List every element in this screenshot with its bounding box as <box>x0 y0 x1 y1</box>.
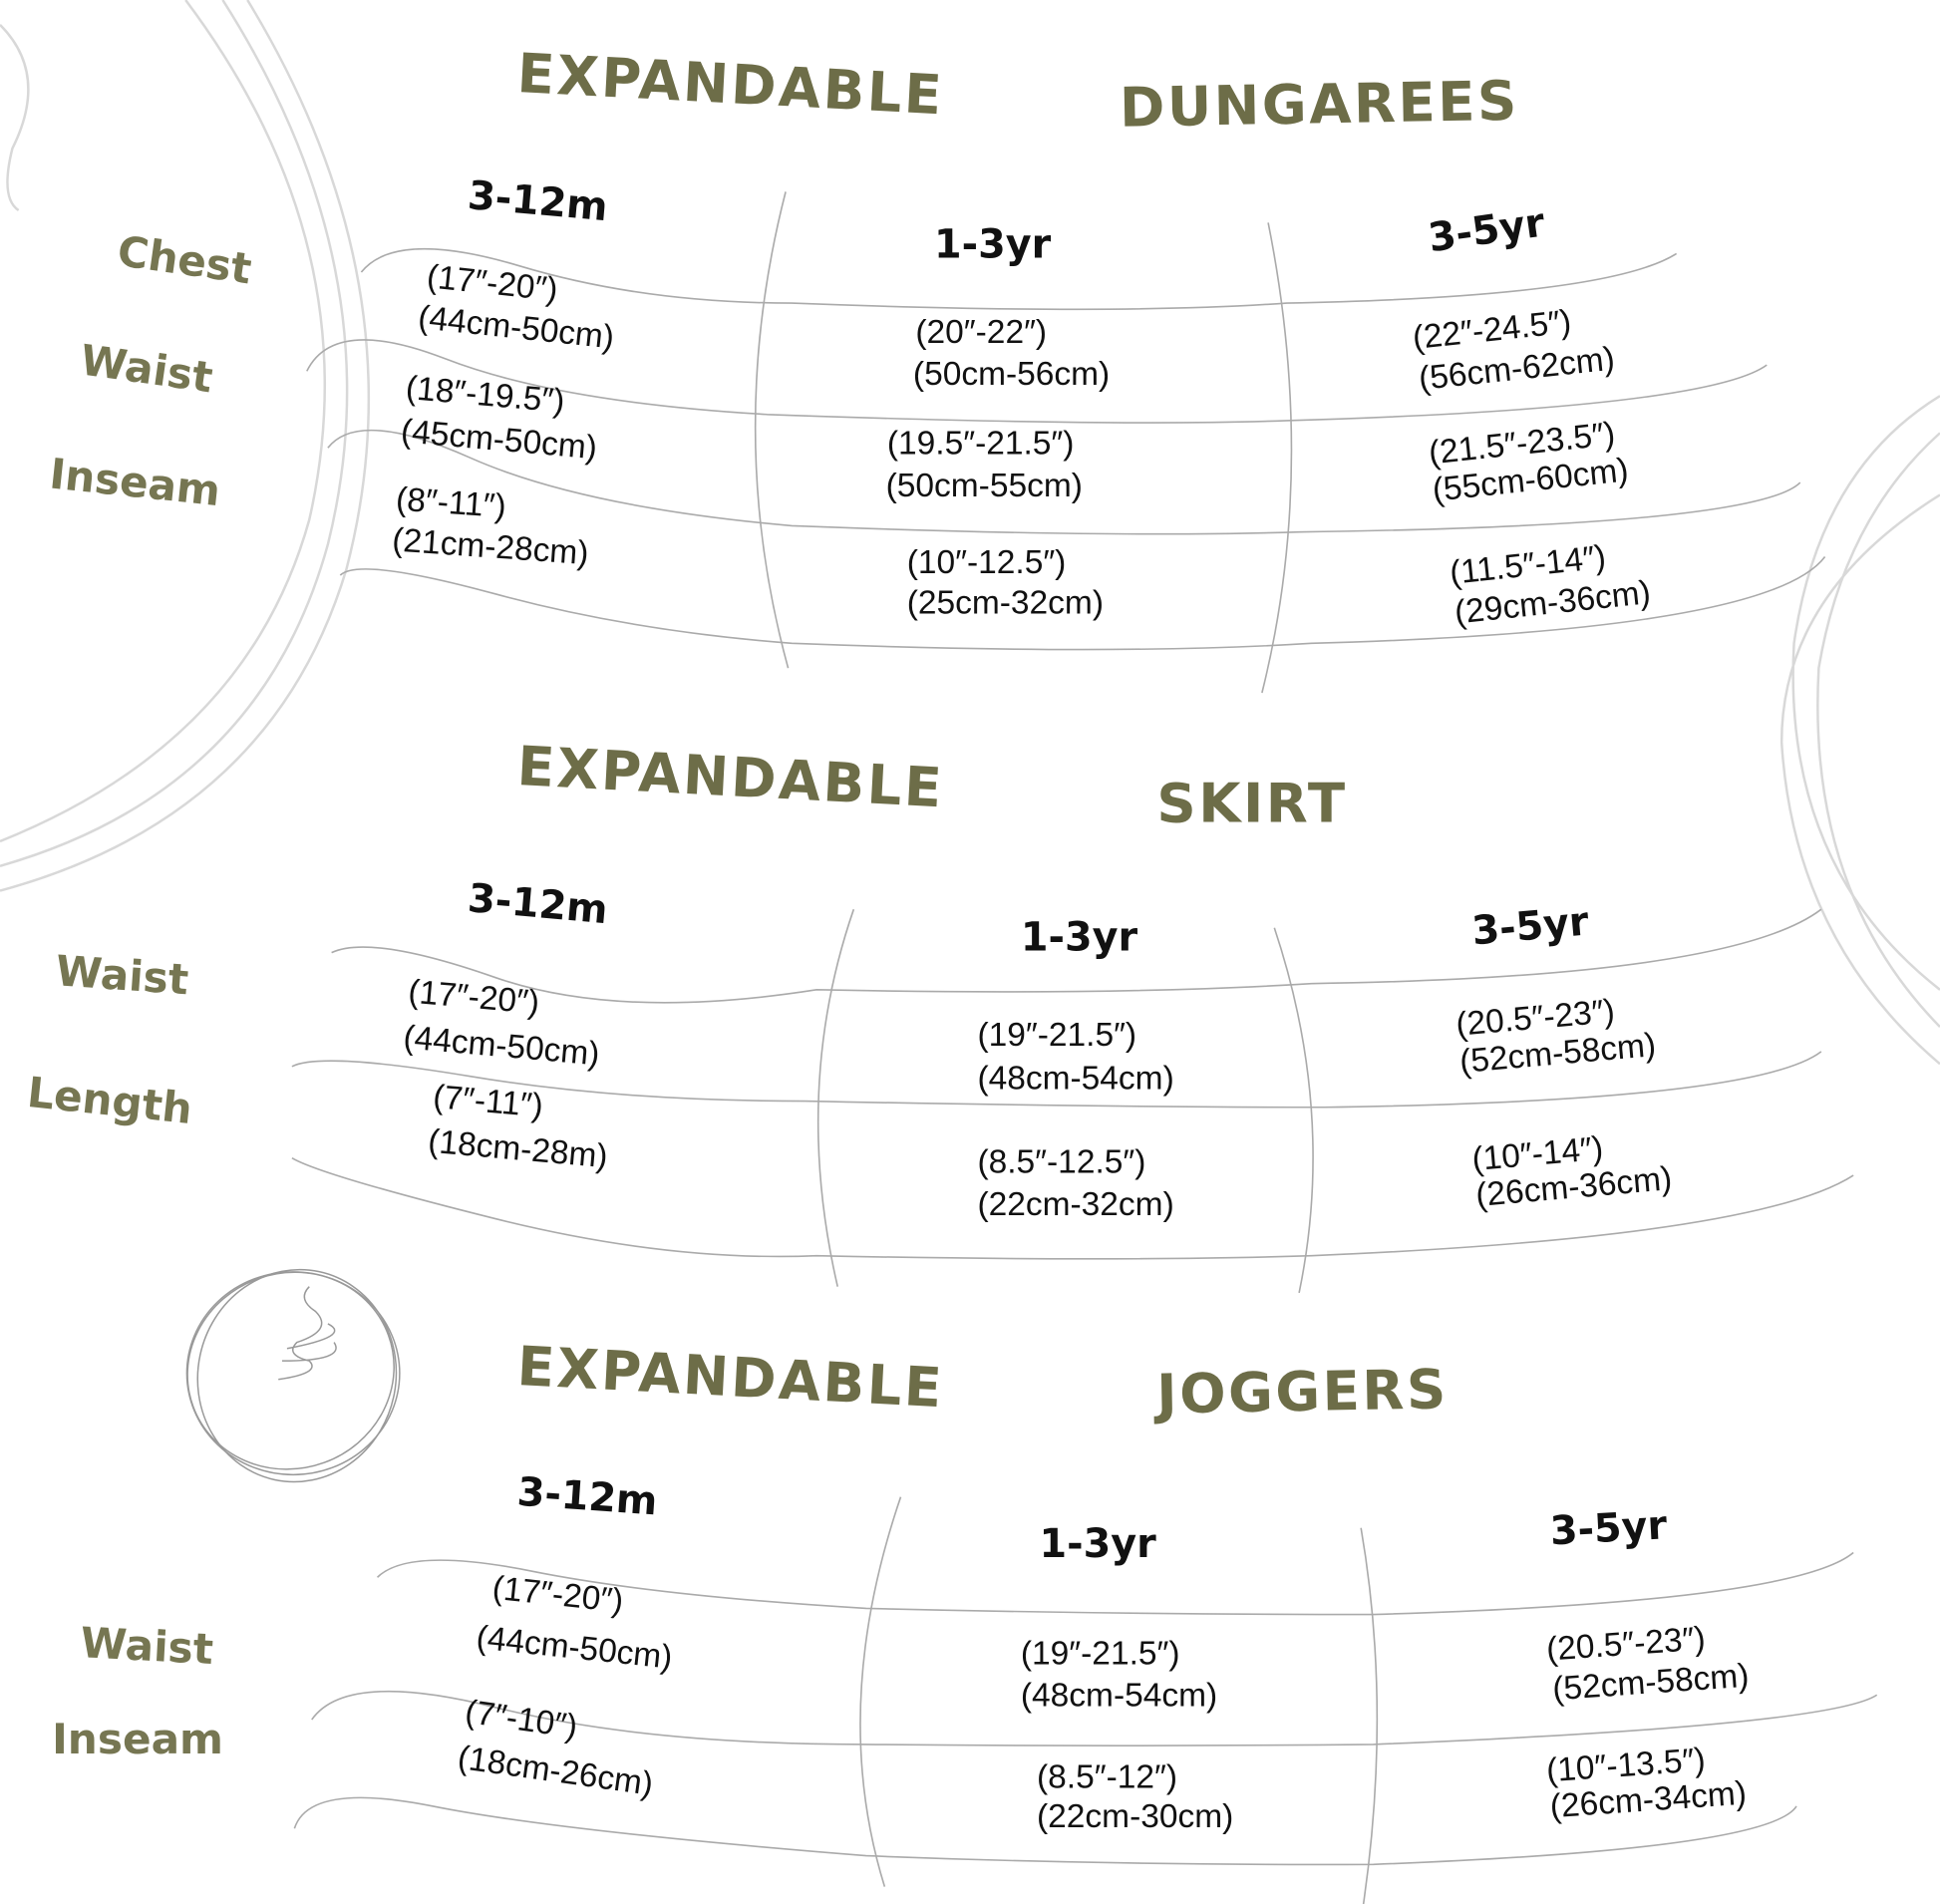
cell-inches: (17″-20″) <box>490 1570 625 1621</box>
cell-cm: (18cm-28m) <box>427 1123 609 1176</box>
cell-inches: (8.5″-12″) <box>1037 1758 1177 1795</box>
section-joggers: EXPANDABLE JOGGERS 3-12m 1-3yr 3-5yr Wai… <box>52 1334 1878 1904</box>
decorative-scribble-left <box>0 0 370 892</box>
section-title-word2: DUNGAREES <box>1120 69 1520 140</box>
cell-cm: (21cm-28cm) <box>391 521 589 572</box>
row-label: Chest <box>115 226 254 293</box>
row-label: Length <box>25 1068 194 1133</box>
row-label: Inseam <box>47 449 222 515</box>
size-header: 3-12m <box>466 875 609 933</box>
cell-inches: (20″-22″) <box>915 314 1047 351</box>
decorative-circle-spiral <box>185 1268 401 1483</box>
cell-inches: (19″-21.5″) <box>977 1017 1136 1054</box>
size-header: 1-3yr <box>934 222 1052 268</box>
cell-cm: (48cm-54cm) <box>1021 1678 1217 1715</box>
cell-cm: (44cm-50cm) <box>475 1619 674 1676</box>
cell-inches: (17″-20″) <box>407 973 540 1021</box>
cell-inches: (8″-11″) <box>395 481 507 526</box>
size-header: 3-5yr <box>1470 898 1591 954</box>
cell-cm: (48cm-54cm) <box>977 1060 1173 1097</box>
cell-inches: (19.5″-21.5″) <box>887 426 1075 463</box>
cell-cm: (44cm-50cm) <box>417 299 616 356</box>
cell-cm: (50cm-56cm) <box>913 356 1110 393</box>
row-label: Waist <box>78 335 216 402</box>
section-title-word1: EXPANDABLE <box>515 1334 945 1420</box>
cell-inches: (18″-19.5″) <box>405 370 566 421</box>
cell-inches: (10″-12.5″) <box>907 544 1067 581</box>
row-label: Inseam <box>52 1715 223 1763</box>
size-header: 3-12m <box>515 1469 659 1525</box>
table-lines <box>306 191 1826 694</box>
cell-cm: (22cm-30cm) <box>1037 1798 1233 1835</box>
cell-cm: (45cm-50cm) <box>400 413 599 467</box>
cell-inches: (19″-21.5″) <box>1021 1635 1180 1672</box>
cell-cm: (44cm-50cm) <box>402 1019 601 1073</box>
size-header: 3-12m <box>466 172 609 230</box>
section-title-word2: JOGGERS <box>1152 1357 1449 1426</box>
cell-cm: (25cm-32cm) <box>907 585 1104 622</box>
size-header: 3-5yr <box>1426 199 1548 261</box>
section-skirt: EXPANDABLE SKIRT 3-12m 1-3yr 3-5yr Waist… <box>25 734 1854 1294</box>
cell-cm: (18cm-26cm) <box>456 1740 656 1803</box>
size-header: 1-3yr <box>1021 915 1138 961</box>
cell-inches: (8.5″-12.5″) <box>977 1144 1145 1181</box>
table-lines <box>291 908 1854 1294</box>
row-label: Waist <box>54 946 189 1004</box>
decorative-scribble-right <box>1779 395 1940 1066</box>
size-header: 1-3yr <box>1039 1521 1156 1567</box>
section-title-word2: SKIRT <box>1156 771 1347 834</box>
cell-inches: (7″-10″) <box>463 1694 579 1745</box>
cell-cm: (50cm-55cm) <box>886 468 1083 504</box>
section-title-word1: EXPANDABLE <box>515 734 945 819</box>
section-dungarees: EXPANDABLE DUNGAREES 3-12m 1-3yr 3-5yr C… <box>47 41 1826 694</box>
row-label: Waist <box>80 1618 215 1674</box>
cell-cm: (22cm-32cm) <box>977 1186 1173 1223</box>
section-title-word1: EXPANDABLE <box>515 41 945 127</box>
size-header: 3-5yr <box>1549 1502 1669 1554</box>
table-lines <box>293 1496 1878 1904</box>
